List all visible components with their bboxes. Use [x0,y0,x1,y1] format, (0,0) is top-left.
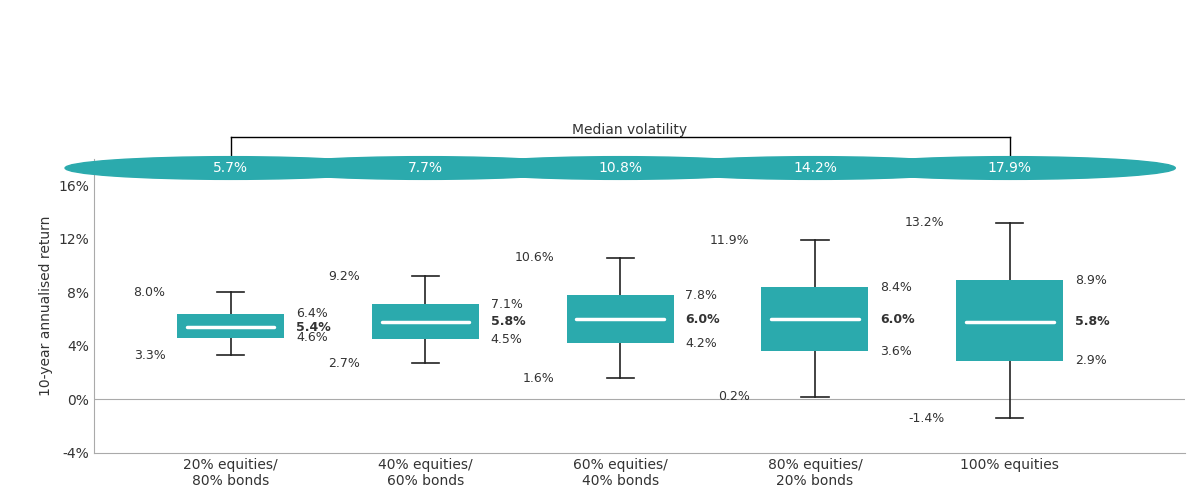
Circle shape [649,156,980,180]
Circle shape [844,156,1175,180]
Text: 11.9%: 11.9% [710,234,750,247]
Text: 6.4%: 6.4% [296,307,328,320]
Text: 5.8%: 5.8% [491,315,526,328]
Text: 6.0%: 6.0% [685,313,720,325]
Circle shape [65,156,396,180]
Text: 8.0%: 8.0% [133,286,166,299]
Text: 4.6%: 4.6% [296,331,328,345]
Text: 14.2%: 14.2% [793,161,836,175]
Text: 5.4%: 5.4% [296,321,331,333]
Text: 5.7%: 5.7% [214,161,248,175]
Text: 7.8%: 7.8% [685,289,718,302]
Text: 1.6%: 1.6% [523,372,554,384]
FancyBboxPatch shape [372,304,479,339]
Text: 6.0%: 6.0% [880,313,914,325]
Text: 13.2%: 13.2% [905,216,944,229]
FancyBboxPatch shape [566,295,673,343]
Text: -1.4%: -1.4% [908,411,944,425]
Circle shape [455,156,786,180]
Text: 10.6%: 10.6% [515,251,554,264]
Text: 3.6%: 3.6% [880,345,912,358]
Text: 8.4%: 8.4% [880,281,912,294]
Text: 0.2%: 0.2% [718,390,750,403]
FancyBboxPatch shape [178,314,284,338]
Text: 2.7%: 2.7% [329,357,360,370]
Circle shape [260,156,590,180]
Text: 4.5%: 4.5% [491,333,522,346]
Text: 4.2%: 4.2% [685,337,718,350]
Text: 8.9%: 8.9% [1075,274,1106,287]
Text: 2.9%: 2.9% [1075,354,1106,367]
Text: 7.1%: 7.1% [491,298,522,311]
FancyBboxPatch shape [956,280,1063,361]
FancyBboxPatch shape [761,287,869,351]
Text: 5.8%: 5.8% [1075,315,1110,328]
Text: 7.7%: 7.7% [408,161,443,175]
Text: 9.2%: 9.2% [329,270,360,283]
Y-axis label: 10-year annualised return: 10-year annualised return [38,216,53,396]
Text: 3.3%: 3.3% [133,349,166,362]
Text: 10.8%: 10.8% [598,161,642,175]
Text: 17.9%: 17.9% [988,161,1032,175]
Text: Median volatility: Median volatility [572,123,688,137]
